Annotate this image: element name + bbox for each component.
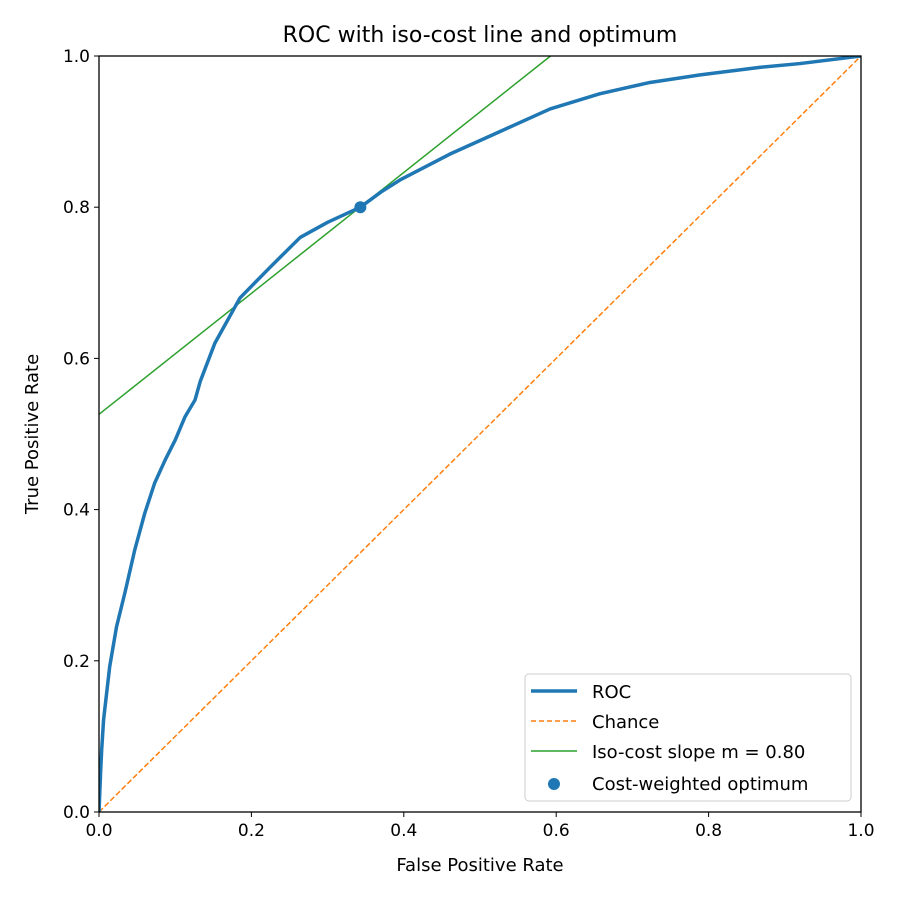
x-tick-label: 0.2	[238, 821, 265, 841]
x-tick-label: 0.4	[390, 821, 417, 841]
x-tick-label: 0.8	[695, 821, 722, 841]
y-tick-label: 1.0	[63, 47, 90, 67]
legend: ROC Chance Iso-cost slope m = 0.80 Cost-…	[524, 673, 852, 802]
y-tick-label: 0.8	[63, 198, 90, 218]
x-tick-label: 1.0	[847, 821, 874, 841]
legend-roc-label: ROC	[592, 682, 631, 703]
y-axis-label: True Positive Rate	[22, 354, 43, 515]
legend-isocost-label: Iso-cost slope m = 0.80	[592, 742, 805, 763]
plot-frame	[98, 55, 862, 813]
legend-chance-label: Chance	[592, 712, 659, 733]
y-tick-label: 0.2	[63, 652, 90, 672]
y-tick-label: 0.0	[63, 803, 90, 823]
chart-title: ROC with iso-cost line and optimum	[283, 23, 678, 48]
x-tick-label: 0.0	[85, 821, 112, 841]
y-tick-label: 0.4	[63, 501, 90, 521]
x-axis-label: False Positive Rate	[396, 855, 563, 876]
legend-optimum-label: Cost-weighted optimum	[592, 774, 808, 795]
roc-curve	[99, 56, 861, 812]
optimum-point	[354, 201, 367, 214]
iso-cost-line	[99, 56, 551, 415]
chance-line	[99, 56, 861, 812]
x-tick-label: 0.6	[543, 821, 570, 841]
y-tick-label: 0.6	[63, 349, 90, 369]
legend-optimum-marker	[548, 778, 560, 790]
legend-frame	[524, 673, 852, 802]
